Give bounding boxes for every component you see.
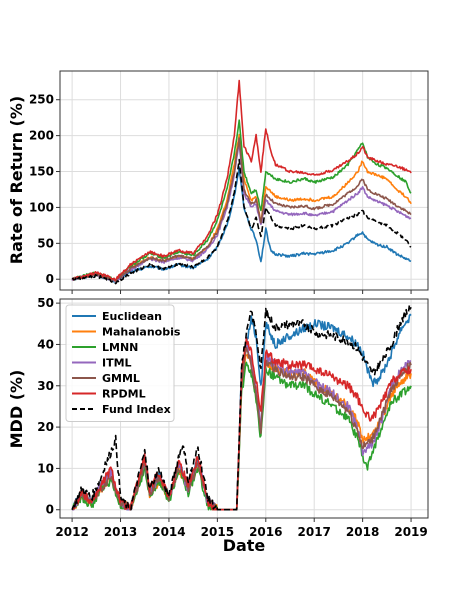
series-line-euclidean	[71, 166, 412, 283]
x-tick-label: 2019	[394, 525, 427, 539]
series-line-rpdml	[72, 79, 412, 281]
y-tick-label: 100	[29, 200, 54, 214]
x-tick-label: 2012	[55, 525, 88, 539]
x-tick-label: 2017	[298, 525, 331, 539]
y-tick-label: 200	[29, 129, 54, 143]
legend-label: Mahalanobis	[102, 326, 181, 339]
y-tick-label: 0	[46, 272, 54, 286]
y-tick-label: 50	[37, 236, 54, 250]
mdd-panel: 0 10 20 30 40 50 2012 2013 2014 2015 2016 2017 2018…	[7, 296, 429, 555]
y-tick-label: 50	[37, 296, 54, 310]
mdd-x-ticks: 2012 2013 2014 2015 2016 2017 2018 2019	[55, 518, 428, 539]
legend: Euclidean Mahalanobis LMNN ITML GMML RPDML Fun…	[65, 304, 181, 422]
y-tick-label: 30	[37, 379, 54, 393]
y-tick-label: 250	[29, 93, 54, 107]
legend-box	[65, 304, 175, 422]
series-line-fund-index	[71, 158, 412, 285]
series-line-lmnn	[71, 119, 412, 281]
series-line-gmml	[71, 137, 412, 282]
mdd-y-axis-label: MDD (%)	[7, 370, 26, 449]
mdd-lines	[71, 304, 412, 511]
x-tick-label: 2018	[346, 525, 379, 539]
mdd-frame	[59, 298, 429, 519]
legend-label: Euclidean	[102, 310, 162, 323]
y-tick-label: 10	[37, 461, 54, 475]
y-tick-label: 40	[37, 337, 54, 351]
rate-of-return-x-ticks	[71, 290, 412, 294]
rate-of-return-y-axis-label: Rate of Return (%)	[7, 96, 26, 264]
rate-of-return-frame	[59, 70, 429, 291]
series-line-fund-index	[71, 304, 412, 511]
y-tick-label: 20	[37, 420, 54, 434]
rate-of-return-y-ticks: 0 50 100 150 200 250	[29, 93, 60, 286]
x-tick-label: 2016	[249, 525, 282, 539]
x-tick-label: 2013	[104, 525, 137, 539]
date-x-axis-label: Date	[223, 536, 266, 555]
legend-label: LMNN	[102, 341, 138, 354]
x-tick-label: 2014	[152, 525, 185, 539]
rate-of-return-panel: 0 50 100 150 200 250 Rate of Return (%)	[7, 70, 429, 294]
y-tick-label: 150	[29, 165, 54, 179]
x-tick-label: 2015	[201, 525, 234, 539]
rate-of-return-lines	[71, 79, 412, 285]
y-tick-label: 0	[46, 503, 54, 517]
legend-label: RPDML	[102, 388, 146, 401]
legend-label: ITML	[102, 357, 132, 370]
legend-label: GMML	[102, 372, 140, 385]
mdd-y-ticks: 0 10 20 30 40 50	[37, 296, 60, 517]
legend-label: Fund Index	[102, 403, 171, 416]
